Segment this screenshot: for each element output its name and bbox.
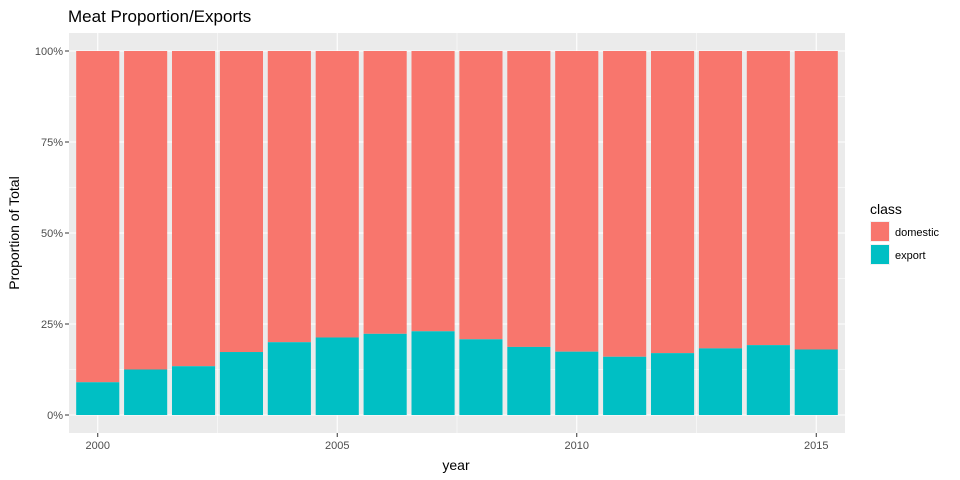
bar-export	[315, 337, 359, 415]
x-axis: 2000 2005 2010 2015	[85, 433, 829, 452]
bar-export	[219, 352, 263, 415]
bar-export	[603, 356, 647, 415]
y-tick-label: 100%	[35, 46, 63, 58]
bar-domestic	[698, 51, 743, 349]
y-tick-label: 25%	[41, 319, 63, 331]
bar-domestic	[411, 51, 455, 332]
x-tick-label: 2015	[804, 440, 828, 452]
y-axis: 0% 25% 50% 75% 100%	[35, 46, 69, 422]
x-tick-label: 2000	[85, 440, 109, 452]
bar-export	[124, 369, 168, 415]
bar-export	[459, 339, 503, 415]
bar-domestic	[363, 51, 407, 334]
bar-domestic	[219, 51, 263, 353]
bar-export	[363, 333, 407, 415]
bar-domestic	[315, 51, 359, 338]
bar-domestic	[459, 51, 503, 340]
y-tick-label: 0%	[47, 410, 63, 422]
bar-domestic	[746, 51, 790, 346]
bar-domestic	[171, 51, 216, 367]
bar-export	[794, 349, 838, 415]
chart-title: Meat Proportion/Exports	[68, 7, 251, 26]
bar-domestic	[651, 51, 695, 354]
bar-export	[555, 351, 599, 415]
y-tick-label: 50%	[41, 228, 63, 240]
x-tick-label: 2010	[565, 440, 589, 452]
x-tick-label: 2005	[325, 440, 349, 452]
x-axis-title: year	[442, 457, 470, 473]
bar-export	[507, 346, 551, 415]
bar-export	[651, 353, 695, 415]
bar-domestic	[794, 51, 838, 350]
bars	[76, 51, 838, 415]
y-tick-label: 75%	[41, 137, 63, 149]
bar-export	[267, 342, 311, 415]
bar-domestic	[507, 51, 551, 347]
bar-export	[698, 348, 743, 415]
legend: class domestic export	[870, 201, 940, 265]
bar-export	[411, 331, 455, 415]
bar-domestic	[267, 51, 311, 343]
legend-label-export: export	[895, 250, 926, 262]
legend-title: class	[870, 201, 902, 217]
legend-swatch-export	[871, 245, 889, 264]
bar-export	[171, 366, 216, 415]
bar-domestic	[603, 51, 647, 357]
bar-export	[746, 345, 790, 415]
y-axis-title: Proportion of Total	[6, 176, 22, 289]
legend-swatch-domestic	[871, 222, 889, 241]
bar-domestic	[124, 51, 168, 370]
bar-domestic	[76, 51, 120, 383]
bar-domestic	[555, 51, 599, 352]
legend-label-domestic: domestic	[895, 227, 940, 239]
bar-export	[76, 382, 120, 415]
